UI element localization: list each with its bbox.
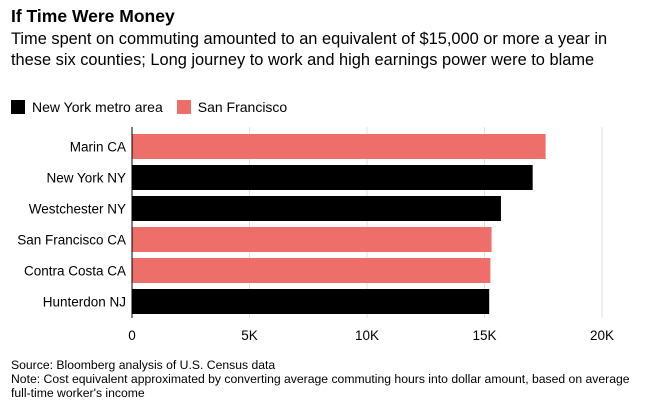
source-note: Source: Bloomberg analysis of U.S. Censu… — [11, 358, 276, 372]
legend-label-new-york: New York metro area — [32, 99, 163, 115]
bar-marin-ca — [132, 134, 546, 159]
category-label-san-francisco-ca: San Francisco CA — [17, 233, 126, 248]
legend-swatch-new-york — [11, 100, 25, 114]
legend-item-new-york: New York metro area — [11, 99, 163, 115]
chart-subtitle: Time spent on commuting amounted to an e… — [11, 30, 608, 69]
method-note: Note: Cost equivalent approximated by co… — [11, 372, 630, 400]
category-label-contra-costa-ca: Contra Costa CA — [24, 264, 126, 279]
legend: New York metro area San Francisco — [11, 99, 301, 115]
bar-hunterdon-nj — [132, 289, 490, 314]
bar-chart: Marin CA New York NY Westchester NY San Fra… — [17, 127, 614, 343]
legend-label-san-francisco: San Francisco — [197, 99, 288, 115]
bar-westchester-ny — [132, 196, 501, 221]
legend-item-san-francisco: San Francisco — [176, 99, 288, 115]
category-label-new-york-ny: New York NY — [46, 171, 126, 186]
x-tick-label-4: 20K — [590, 328, 614, 343]
category-label-westchester-ny: Westchester NY — [29, 202, 126, 217]
bar-new-york-ny — [132, 165, 533, 190]
category-label-hunterdon-nj: Hunterdon NJ — [43, 295, 126, 310]
chart-footer: Source: Bloomberg analysis of U.S. Censu… — [11, 358, 641, 400]
category-label-marin-ca: Marin CA — [70, 140, 126, 155]
x-tick-label-2: 10K — [355, 328, 379, 343]
chart-title: If Time Were Money — [11, 6, 175, 26]
bar-san-francisco-ca — [132, 227, 492, 252]
x-tick-label-3: 15K — [472, 328, 496, 343]
bar-contra-costa-ca — [132, 258, 491, 283]
x-tick-label-1: 5K — [241, 328, 258, 343]
legend-swatch-san-francisco — [176, 100, 191, 114]
x-tick-label-0: 0 — [128, 328, 136, 343]
